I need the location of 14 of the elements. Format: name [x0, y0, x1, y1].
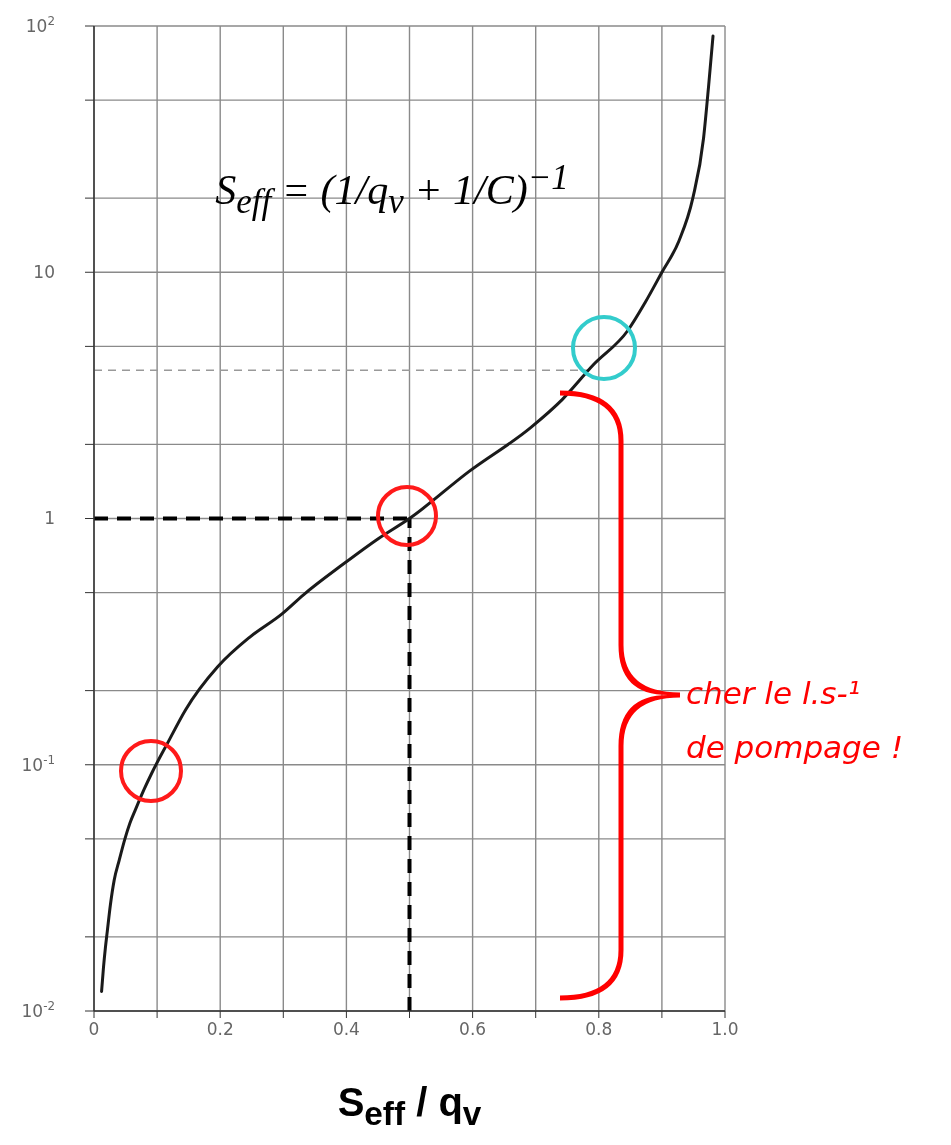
annotation: S$_{eff}$ = (1/q$_{v}$ + 1/C)$^{−1}$	[215, 157, 569, 223]
x-tick-label: 0.4	[332, 1019, 360, 1040]
x-tick-label: 0.6	[459, 1019, 487, 1040]
y-tick-label: 10$^{-2}$	[21, 998, 55, 1021]
x-tick-label: 1.0	[711, 1019, 739, 1040]
y-tick-label: 10	[33, 262, 55, 283]
x-tick-label: 0	[88, 1019, 100, 1040]
y-tick-label: 1	[44, 508, 55, 529]
y-tick-label: 10$^{-1}$	[21, 752, 55, 775]
y-tick-label: 10$^{2}$	[25, 13, 55, 36]
x-tick-label: 0.8	[585, 1019, 613, 1040]
x-tick-label: 0.2	[206, 1019, 234, 1040]
annotation: cher le l.s-¹ de pompage !	[686, 674, 905, 767]
x-axis-title: S$_{eff}$ / q$_{v}$	[336, 1080, 483, 1133]
